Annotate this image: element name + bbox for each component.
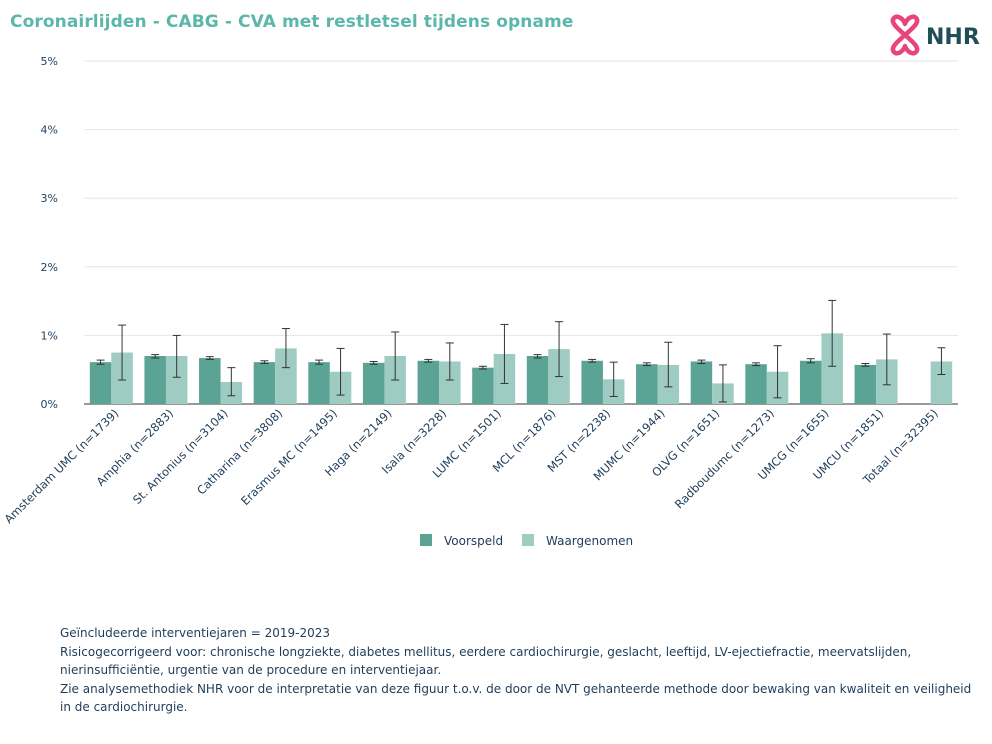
bar-predicted — [199, 358, 221, 404]
bar-predicted — [581, 360, 603, 404]
footnotes: Geïncludeerde interventiejaren = 2019-20… — [60, 624, 980, 717]
bar-predicted — [690, 361, 713, 404]
footnote-methodology: Zie analysemethodiek NHR voor de interpr… — [60, 681, 972, 715]
bar-observed — [275, 348, 297, 404]
chart-title: Coronairlijden - CABG - CVA met restlets… — [10, 12, 574, 32]
footnote-years: Geïncludeerde interventiejaren = 2019-20… — [60, 626, 330, 640]
bar-predicted — [417, 360, 440, 404]
x-tick-label: Amsterdam UMC (n=1739) — [2, 406, 122, 526]
bar-predicted — [472, 367, 494, 404]
legend-swatch-predicted — [420, 534, 432, 546]
bar-predicted — [89, 362, 112, 404]
bar-predicted — [799, 360, 822, 404]
bar-predicted — [144, 355, 166, 404]
logo-text: NHR — [926, 25, 980, 50]
legend-label-observed: Waargenomen — [546, 534, 633, 548]
bar-predicted — [745, 364, 767, 404]
bar-observed — [439, 361, 461, 404]
y-tick-label: 3% — [41, 192, 58, 205]
legend-label-predicted: Voorspeld — [444, 534, 503, 548]
x-tick-label: Radboudumc (n=1273) — [672, 406, 777, 511]
bar-observed — [821, 333, 843, 404]
bar-predicted — [526, 355, 549, 404]
bar-predicted — [308, 362, 330, 404]
bar-observed — [165, 355, 188, 404]
footnote-risk-adjustment: Risicogecorrigeerd voor: chronische long… — [60, 644, 912, 678]
bar-predicted — [854, 364, 877, 404]
logo-symbol-icon — [890, 14, 920, 56]
bar-observed — [930, 361, 953, 404]
y-tick-label: 2% — [41, 261, 58, 274]
y-tick-label: 5% — [41, 55, 58, 68]
bar-predicted — [636, 364, 658, 404]
bar-chart: 0%1%2%3%4%5%Amsterdam UMC (n=1739)Amphia… — [2, 55, 958, 548]
y-tick-label: 0% — [41, 398, 58, 411]
y-tick-label: 1% — [41, 329, 58, 342]
bar-predicted — [362, 362, 385, 404]
legend-swatch-observed — [522, 534, 534, 546]
x-tick-label: Erasmus MC (n=1495) — [238, 406, 340, 508]
x-tick-label: St. Antonius (n=3104) — [130, 406, 231, 507]
nhr-logo: NHR — [890, 14, 980, 56]
y-tick-label: 4% — [41, 124, 58, 137]
bar-predicted — [253, 362, 276, 404]
